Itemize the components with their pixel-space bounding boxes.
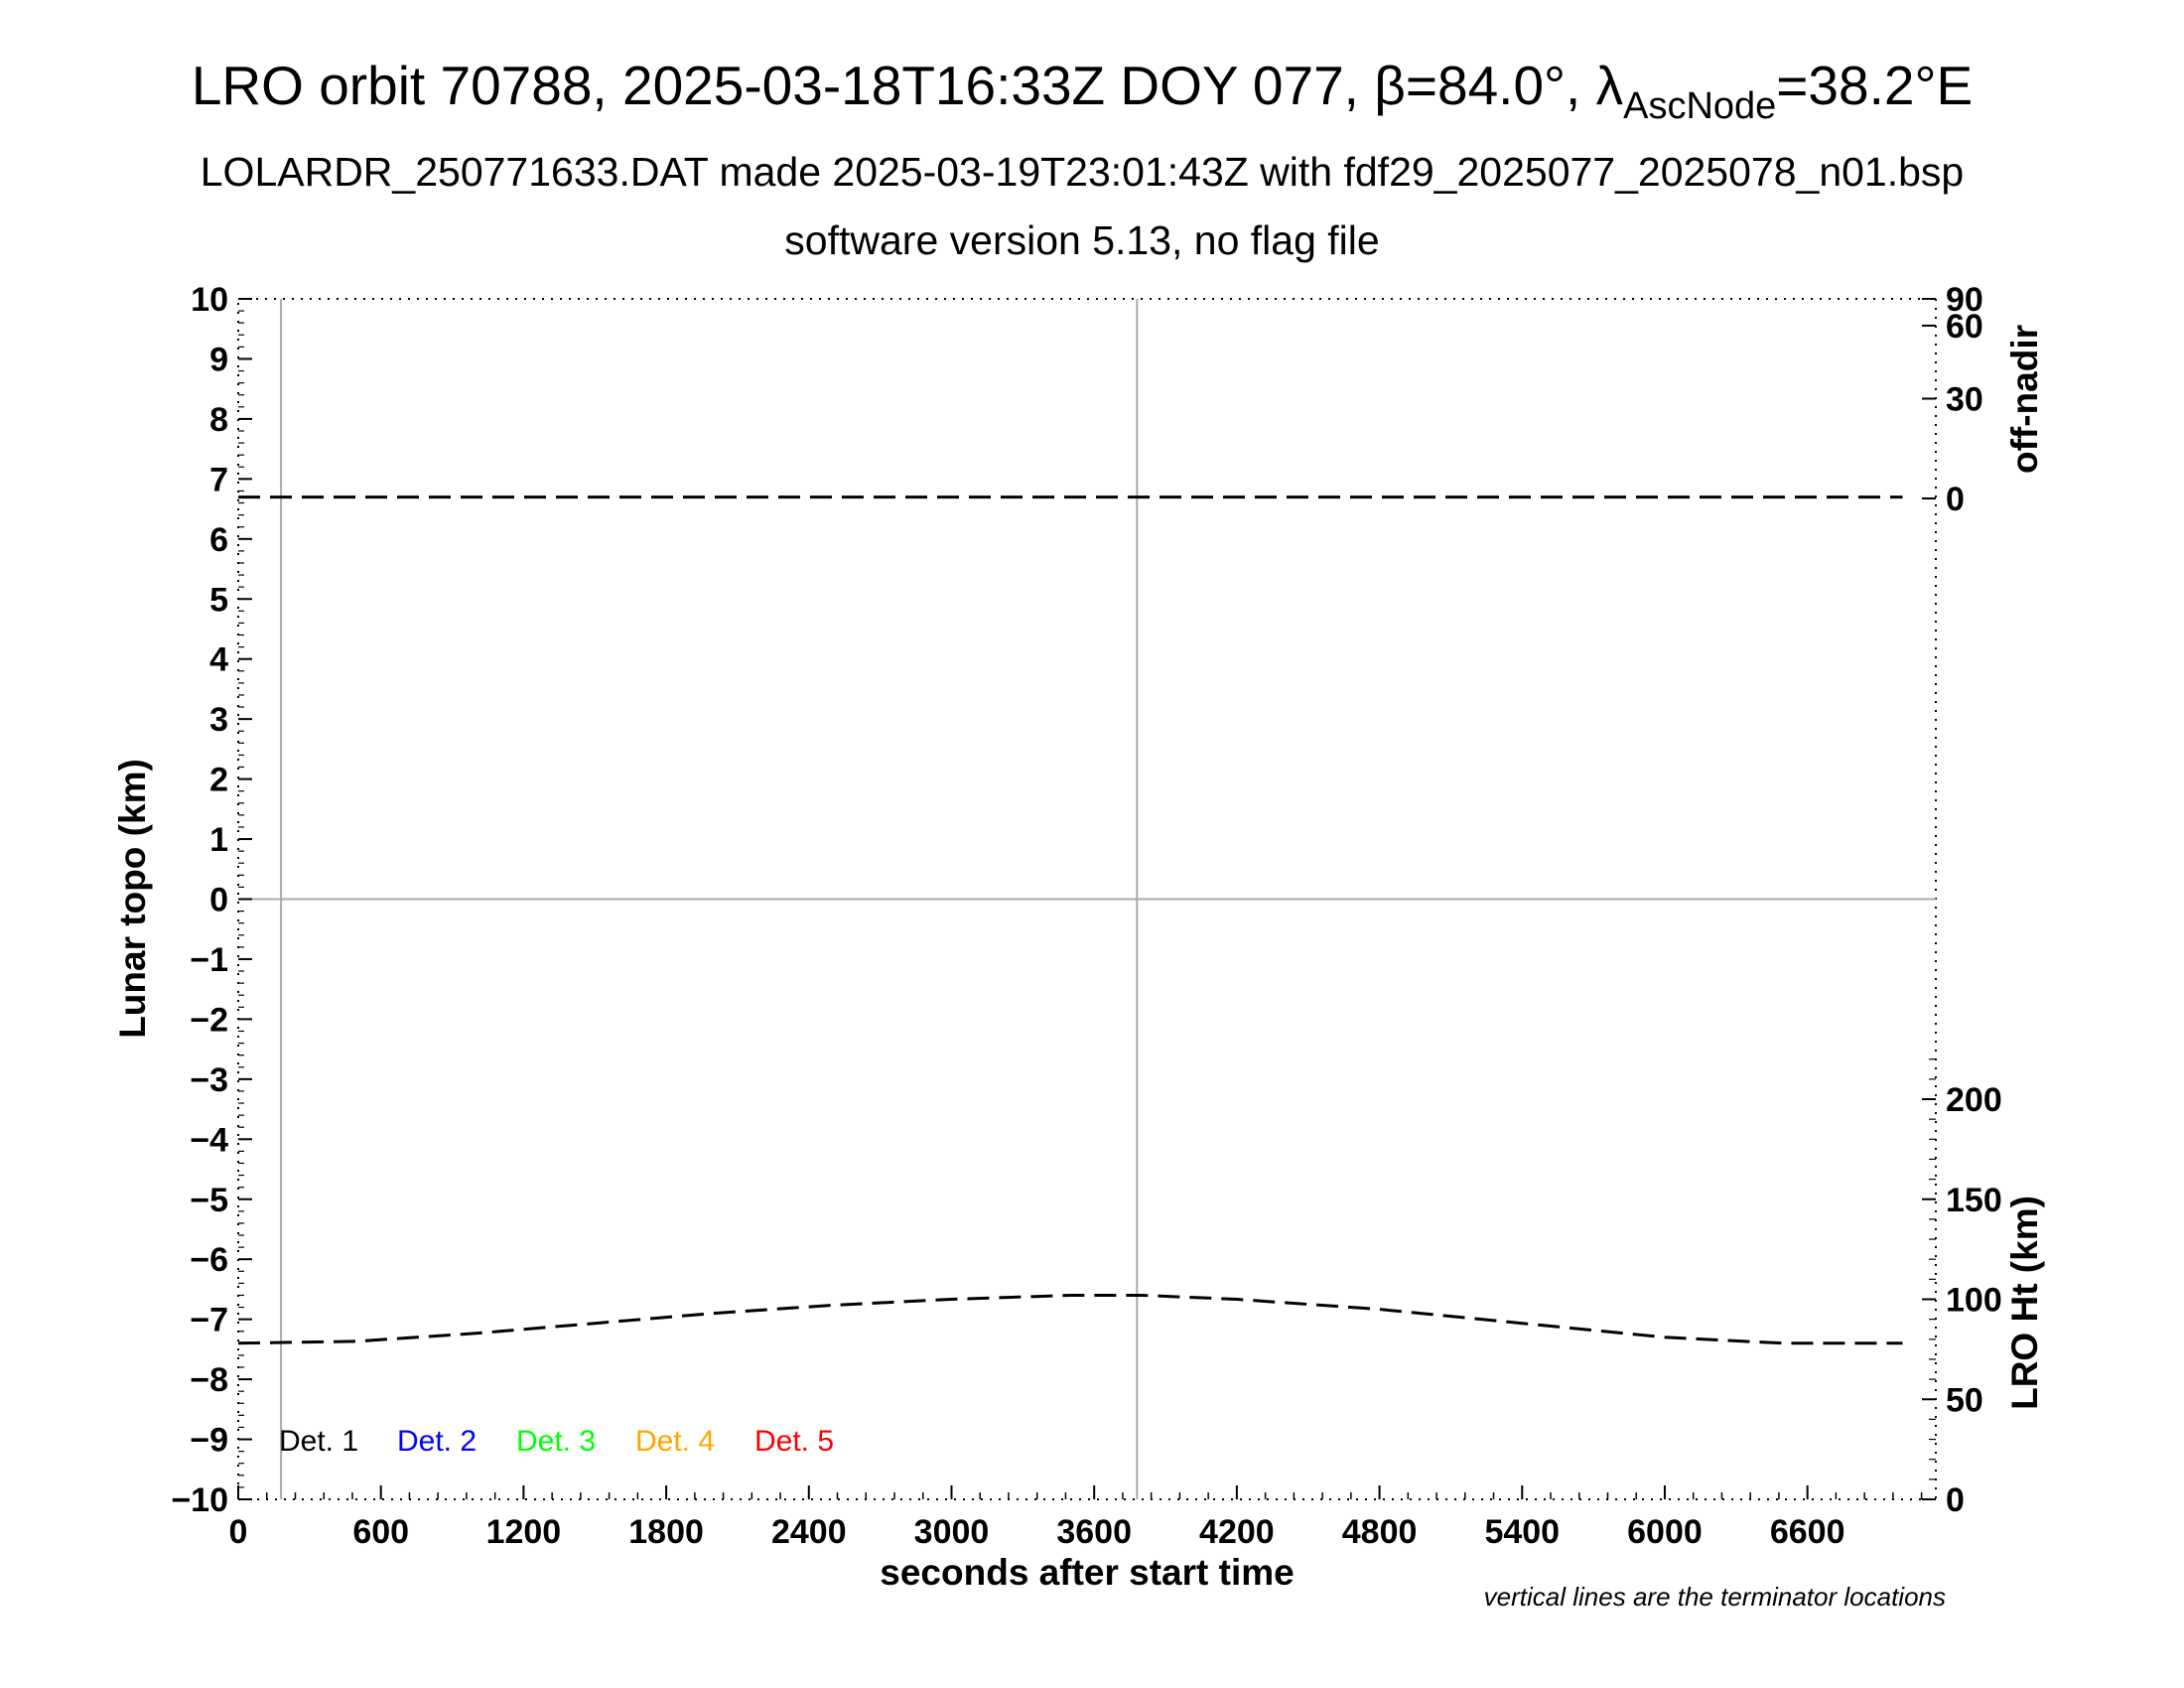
y-tick-label-9: 1 xyxy=(209,821,228,859)
y-tick-label-8: 2 xyxy=(209,762,228,799)
x-tick-label-5: 3000 xyxy=(914,1513,990,1551)
offnadir-tick-label-1: 60 xyxy=(1946,308,1983,346)
gridlines xyxy=(238,299,1936,1499)
y-tick-label-10: 0 xyxy=(209,882,228,919)
x-tick-label-7: 4200 xyxy=(1199,1513,1275,1551)
chart-subtitle-version: software version 5.13, no flag file xyxy=(784,217,1379,263)
y-tick-label-3: 7 xyxy=(209,461,228,498)
x-tick-label-1: 600 xyxy=(352,1513,409,1551)
legend-det5: Det. 5 xyxy=(754,1425,834,1458)
y-tick-label-19: −9 xyxy=(190,1422,228,1460)
y-tick-label-11: −1 xyxy=(190,941,228,979)
y-tick-label-4: 6 xyxy=(209,521,228,559)
tick-labels: 0 600 1200 1800 2400 3000 3600 4200 4800 5400 6000… xyxy=(171,281,2001,1551)
y-tick-label-20: −10 xyxy=(171,1481,228,1519)
y-tick-label-1: 9 xyxy=(209,341,228,378)
ht-tick-label-4: 0 xyxy=(1946,1481,1965,1519)
series-line-lro-height xyxy=(237,1294,1903,1345)
y-tick-label-17: −7 xyxy=(190,1302,228,1339)
y-tick-label-6: 4 xyxy=(209,641,228,679)
y-axis-label: Lunar topo (km) xyxy=(112,759,153,1039)
footnote: vertical lines are the terminator locati… xyxy=(1484,1582,1946,1612)
x-tick-label-4: 2400 xyxy=(771,1513,847,1551)
ht-tick-label-0: 200 xyxy=(1946,1081,2002,1119)
x-tick-label-3: 1800 xyxy=(628,1513,704,1551)
ht-tick-label-2: 100 xyxy=(1946,1282,2002,1320)
x-tick-label-9: 5400 xyxy=(1484,1513,1560,1551)
y-tick-label-5: 5 xyxy=(209,581,228,619)
y-tick-label-16: −6 xyxy=(190,1241,228,1279)
offnadir-tick-label-0: 90 xyxy=(1946,281,1983,319)
x-tick-label-11: 6600 xyxy=(1770,1513,1845,1551)
offnadir-tick-label-2: 30 xyxy=(1946,381,1983,419)
offnadir-axis-label: off-nadir xyxy=(2004,325,2045,474)
y-tick-label-2: 8 xyxy=(209,401,228,439)
chart-title-subscript: AscNode xyxy=(1623,85,1776,127)
y-tick-label-0: 10 xyxy=(191,281,228,319)
y-tick-label-15: −5 xyxy=(190,1182,228,1219)
offnadir-tick-label-3: 0 xyxy=(1946,481,1965,518)
x-tick-label-8: 4800 xyxy=(1342,1513,1418,1551)
tick-marks xyxy=(237,298,1936,1500)
x-axis-label: seconds after start time xyxy=(880,1552,1294,1593)
y-tick-label-13: −3 xyxy=(190,1061,228,1099)
legend-det1: Det. 1 xyxy=(279,1425,358,1458)
y-tick-label-7: 3 xyxy=(209,701,228,739)
ht-tick-label-3: 50 xyxy=(1946,1381,1983,1419)
series-lines xyxy=(237,495,1903,1345)
x-tick-label-6: 3600 xyxy=(1056,1513,1132,1551)
legend-det3: Det. 3 xyxy=(516,1425,596,1458)
legend: Det. 1 Det. 2 Det. 3 Det. 4 Det. 5 xyxy=(279,1425,834,1458)
y-tick-label-18: −8 xyxy=(190,1361,228,1399)
x-tick-label-2: 1200 xyxy=(486,1513,562,1551)
chart-title-prefix: LRO orbit 70788, 2025-03-18T16:33Z DOY 0… xyxy=(192,55,1624,116)
legend-det4: Det. 4 xyxy=(635,1425,715,1458)
y-tick-label-14: −4 xyxy=(190,1121,228,1159)
x-tick-label-10: 6000 xyxy=(1627,1513,1703,1551)
legend-det2: Det. 2 xyxy=(397,1425,477,1458)
chart-subtitle-file: LOLARDR_250771633.DAT made 2025-03-19T23… xyxy=(201,149,1964,195)
x-tick-label-0: 0 xyxy=(229,1513,248,1551)
y-tick-label-12: −2 xyxy=(190,1001,228,1039)
chart-title: LRO orbit 70788, 2025-03-18T16:33Z DOY 0… xyxy=(192,55,1973,127)
lro-height-axis-label: LRO Ht (km) xyxy=(2004,1196,2045,1410)
chart-title-suffix: =38.2°E xyxy=(1776,55,1973,116)
ht-tick-label-1: 150 xyxy=(1946,1182,2002,1219)
